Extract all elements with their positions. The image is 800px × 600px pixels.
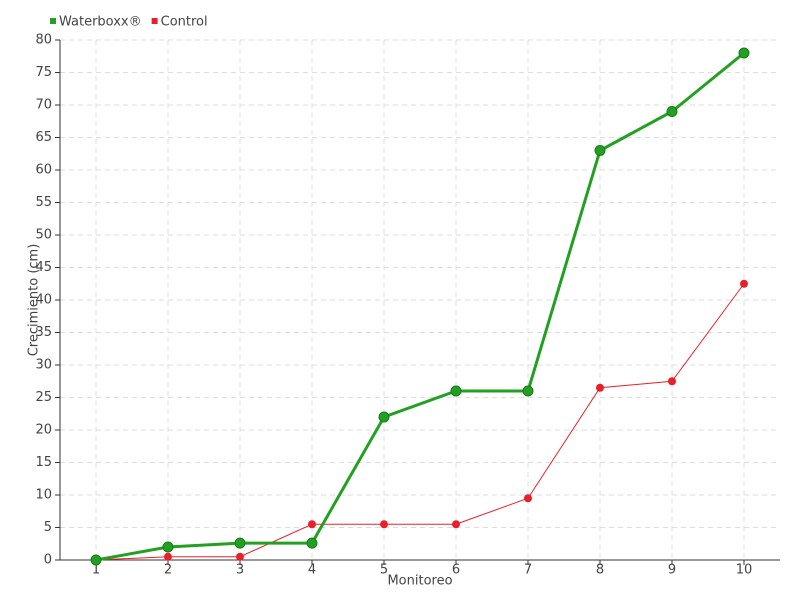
y-tick-label: 45 [35, 260, 52, 275]
y-tick-label: 40 [35, 293, 52, 308]
data-point [524, 494, 532, 503]
legend-swatch [50, 18, 56, 24]
x-tick-label: 4 [308, 563, 316, 578]
x-tick-label: 6 [452, 563, 460, 578]
series-line [95, 51, 745, 562]
y-tick-label: 70 [35, 98, 52, 113]
x-tick-label: 8 [596, 563, 604, 578]
data-point [522, 385, 534, 397]
x-tick-label: 3 [236, 563, 244, 578]
y-tick-label: 15 [35, 455, 52, 470]
data-point [740, 279, 748, 288]
data-point [236, 552, 244, 561]
series-line [95, 283, 745, 561]
x-axis-label: Monitoreo [387, 574, 452, 589]
data-point [380, 520, 388, 529]
data-point [306, 537, 318, 549]
y-tick-label: 30 [35, 358, 52, 373]
x-tick-label: 10 [736, 563, 753, 578]
y-tick-label: 55 [35, 195, 52, 210]
data-point [378, 411, 390, 423]
data-point [164, 552, 172, 561]
x-tick-label: 9 [668, 563, 676, 578]
y-tick-label: 20 [35, 423, 52, 438]
y-tick-label: 75 [35, 65, 52, 80]
data-point [596, 383, 604, 392]
data-point [162, 541, 174, 553]
x-tick-label: 7 [524, 563, 532, 578]
y-tick-label: 50 [35, 228, 52, 243]
data-point [450, 385, 462, 397]
data-point [308, 520, 316, 529]
legend-label: Waterboxx® [59, 15, 142, 30]
y-tick-label: 65 [35, 130, 52, 145]
data-point [452, 520, 460, 529]
y-tick-label: 35 [35, 325, 52, 340]
x-tick-label: 1 [92, 563, 100, 578]
y-tick-label: 0 [44, 553, 52, 568]
y-tick-label: 10 [35, 488, 52, 503]
data-point [234, 537, 246, 549]
x-tick-label: 2 [164, 563, 172, 578]
y-axis-label: Crecimiento (cm) [27, 244, 42, 357]
legend-swatch [151, 18, 158, 24]
legend-label: Control [161, 15, 208, 30]
data-point [666, 106, 678, 117]
y-tick-label: 60 [35, 163, 52, 178]
data-point [594, 145, 606, 156]
y-tick-label: 80 [35, 33, 52, 48]
y-tick-label: 5 [44, 520, 52, 535]
y-tick-label: 25 [35, 390, 52, 405]
x-tick-label: 5 [380, 563, 388, 578]
data-point [738, 47, 750, 59]
data-point [90, 554, 102, 566]
data-point [668, 377, 676, 386]
